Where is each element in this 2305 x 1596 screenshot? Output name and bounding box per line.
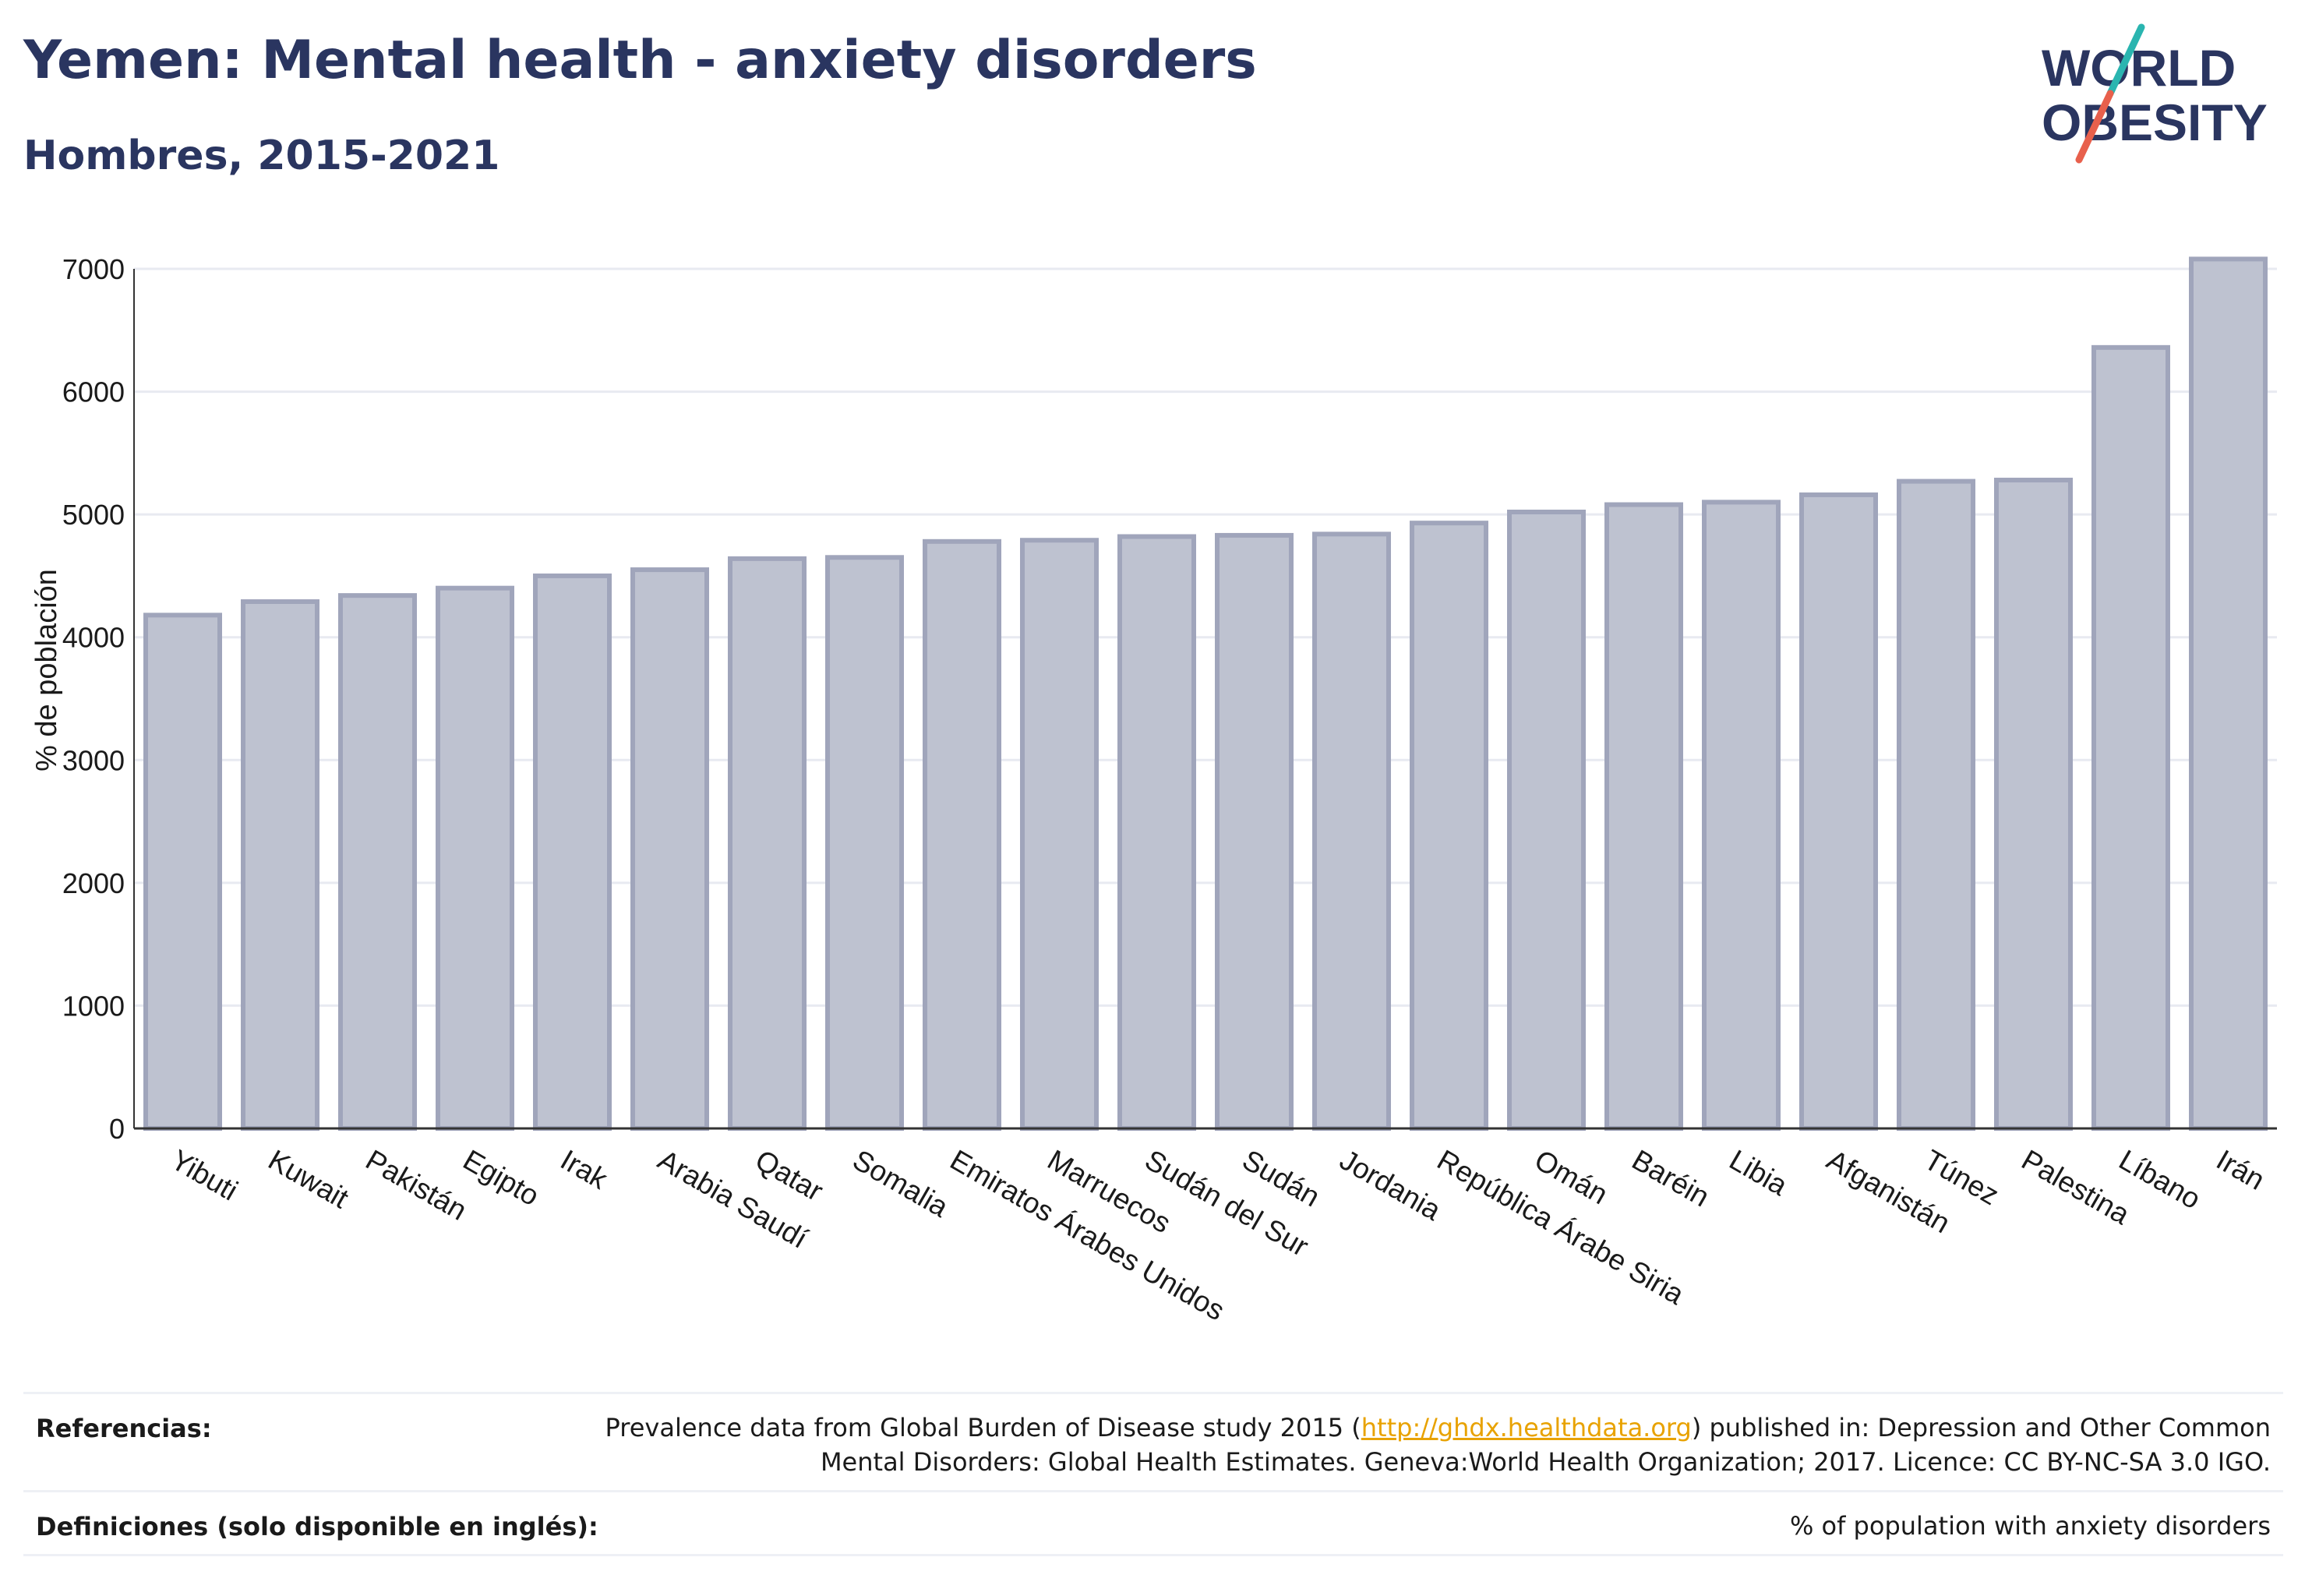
logo-text-obesity: OBESITY <box>2042 94 2268 151</box>
x-tick-label: Pakistán <box>361 1143 472 1226</box>
x-tick-label: Somalia <box>848 1143 955 1223</box>
bar <box>1312 531 1391 1131</box>
x-tick-label: Egipto <box>458 1143 545 1212</box>
bar <box>436 585 514 1131</box>
references-link[interactable]: http://ghdx.healthdata.org <box>1361 1413 1692 1442</box>
y-tick-label: 6000 <box>62 376 125 408</box>
bar <box>923 538 1001 1131</box>
logo-text-world: WORLD <box>2042 39 2236 97</box>
y-tick-label: 7000 <box>62 253 125 285</box>
y-tick-label: 5000 <box>62 499 125 531</box>
definitions-text: % of population with anxiety disorders <box>1789 1511 2271 1541</box>
x-tick-label: Libia <box>1724 1143 1794 1202</box>
y-tick-label: 3000 <box>62 744 125 776</box>
y-tick-labels: 0 1000 2000 3000 4000 5000 6000 7000 <box>62 253 125 1145</box>
y-tick-label: 2000 <box>62 867 125 899</box>
references-label: Referencias: <box>36 1414 212 1443</box>
x-tick-label: Irak <box>556 1143 613 1195</box>
bar <box>1215 532 1294 1131</box>
bars <box>143 256 2268 1131</box>
bar <box>241 599 319 1131</box>
bar <box>630 567 709 1131</box>
x-tick-label: Kuwait <box>263 1143 355 1214</box>
y-tick-label: 1000 <box>62 990 125 1022</box>
bar <box>1410 521 1488 1131</box>
footer-divider-middle <box>23 1490 2283 1492</box>
x-tick-label: Baréin <box>1627 1143 1715 1213</box>
bar <box>1702 500 1781 1131</box>
y-tick-label: 0 <box>109 1113 125 1145</box>
y-axis-label: % de población <box>30 569 63 772</box>
x-tick-label: Irán <box>2211 1143 2271 1195</box>
bar <box>2091 344 2170 1131</box>
x-tick-label: Jordania <box>1335 1143 1447 1227</box>
references-line2: Mental Disorders: Global Health Estimate… <box>820 1447 2271 1477</box>
y-tick-label: 4000 <box>62 622 125 654</box>
footer-divider-top <box>23 1392 2283 1394</box>
bar <box>1020 538 1099 1131</box>
axes <box>133 269 2277 1130</box>
bar <box>1799 492 1878 1131</box>
bar <box>1897 478 1975 1131</box>
references-text: Prevalence data from Global Burden of Di… <box>605 1411 2271 1479</box>
bar <box>1994 478 2073 1131</box>
bar <box>825 555 904 1131</box>
x-tick-label: Yibuti <box>166 1143 243 1206</box>
definitions-label: Definiciones (solo disponible en inglés)… <box>36 1512 598 1541</box>
bar <box>143 613 222 1131</box>
world-obesity-logo: WORLD OBESITY <box>2042 23 2268 164</box>
bar <box>533 573 612 1131</box>
bar <box>338 593 417 1131</box>
bar <box>1507 509 1586 1131</box>
references-pre: Prevalence data from Global Burden of Di… <box>605 1413 1361 1442</box>
x-tick-label: Sudán del Sur <box>1140 1143 1315 1262</box>
bar <box>1117 534 1196 1131</box>
chart-title: Yemen: Mental health - anxiety disorders <box>23 30 1257 91</box>
bar <box>728 556 807 1131</box>
bar-chart: 0 1000 2000 3000 4000 5000 6000 7000 Yibuti Kuwa… <box>30 253 2277 1326</box>
chart-subtitle: Hombres, 2015-2021 <box>23 132 500 179</box>
x-tick-label: Palestina <box>2017 1143 2136 1231</box>
references-post: ) published in: Depression and Other Com… <box>1691 1413 2271 1442</box>
footer-divider-bottom <box>23 1554 2283 1556</box>
bar <box>1604 502 1683 1131</box>
logo-slash-teal <box>2106 23 2145 97</box>
bar <box>2189 256 2268 1131</box>
logo-slash-red <box>2075 90 2114 164</box>
